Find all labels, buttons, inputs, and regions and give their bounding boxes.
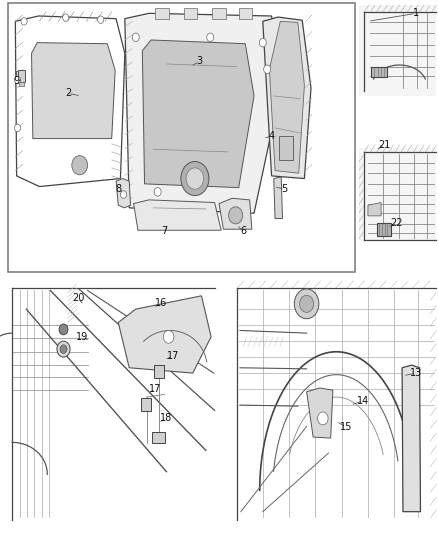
Text: 20: 20 — [72, 294, 84, 303]
Circle shape — [294, 289, 319, 319]
Bar — [16, 71, 23, 83]
Circle shape — [63, 14, 69, 21]
Text: 18: 18 — [160, 414, 173, 423]
Text: 8: 8 — [115, 184, 121, 194]
Circle shape — [229, 207, 243, 224]
Bar — [155, 8, 169, 19]
Text: 6: 6 — [240, 226, 246, 236]
Bar — [371, 67, 387, 77]
Polygon shape — [134, 200, 221, 230]
Circle shape — [154, 188, 161, 196]
Circle shape — [207, 33, 214, 42]
Polygon shape — [368, 203, 381, 216]
Circle shape — [132, 33, 139, 42]
Circle shape — [21, 18, 27, 25]
Circle shape — [181, 161, 209, 196]
Circle shape — [57, 341, 70, 357]
Polygon shape — [402, 365, 420, 512]
Polygon shape — [269, 21, 304, 173]
Polygon shape — [125, 13, 283, 213]
Bar — [239, 8, 252, 19]
Text: 5: 5 — [282, 184, 288, 194]
Polygon shape — [263, 17, 311, 179]
Text: 15: 15 — [340, 423, 352, 432]
Circle shape — [60, 345, 67, 353]
Circle shape — [163, 330, 174, 343]
Polygon shape — [307, 388, 333, 438]
Text: 4: 4 — [268, 131, 275, 141]
Bar — [154, 365, 164, 378]
Polygon shape — [32, 43, 115, 139]
Polygon shape — [118, 296, 211, 373]
Circle shape — [318, 412, 328, 425]
Circle shape — [300, 295, 314, 312]
Circle shape — [186, 168, 204, 189]
Circle shape — [72, 156, 88, 175]
Bar — [377, 223, 391, 236]
Polygon shape — [116, 179, 131, 208]
Text: 2: 2 — [65, 88, 71, 98]
Text: 7: 7 — [161, 226, 167, 236]
Circle shape — [259, 38, 266, 47]
Bar — [19, 82, 24, 86]
Circle shape — [14, 76, 21, 84]
Bar — [152, 432, 165, 443]
Text: 3: 3 — [196, 56, 202, 66]
Circle shape — [120, 191, 127, 198]
Bar — [141, 398, 151, 411]
Circle shape — [264, 65, 271, 74]
Polygon shape — [142, 40, 254, 188]
Bar — [359, 148, 436, 241]
Text: 1: 1 — [413, 9, 419, 18]
Polygon shape — [274, 177, 283, 219]
Text: 19: 19 — [76, 332, 88, 342]
Text: 17: 17 — [167, 351, 179, 361]
Bar — [8, 3, 355, 272]
Text: 14: 14 — [357, 396, 370, 406]
Bar — [359, 5, 436, 96]
Bar — [18, 70, 25, 82]
Bar — [279, 136, 293, 160]
Text: 17: 17 — [149, 384, 162, 394]
Circle shape — [59, 324, 68, 335]
Polygon shape — [219, 198, 252, 229]
Circle shape — [98, 16, 104, 23]
Text: 21: 21 — [378, 140, 391, 150]
Text: 16: 16 — [155, 298, 167, 308]
Bar — [212, 8, 226, 19]
Text: 22: 22 — [390, 218, 403, 228]
Text: 13: 13 — [410, 368, 422, 378]
Circle shape — [14, 124, 21, 132]
Text: 9: 9 — [14, 76, 20, 86]
Bar — [184, 8, 197, 19]
